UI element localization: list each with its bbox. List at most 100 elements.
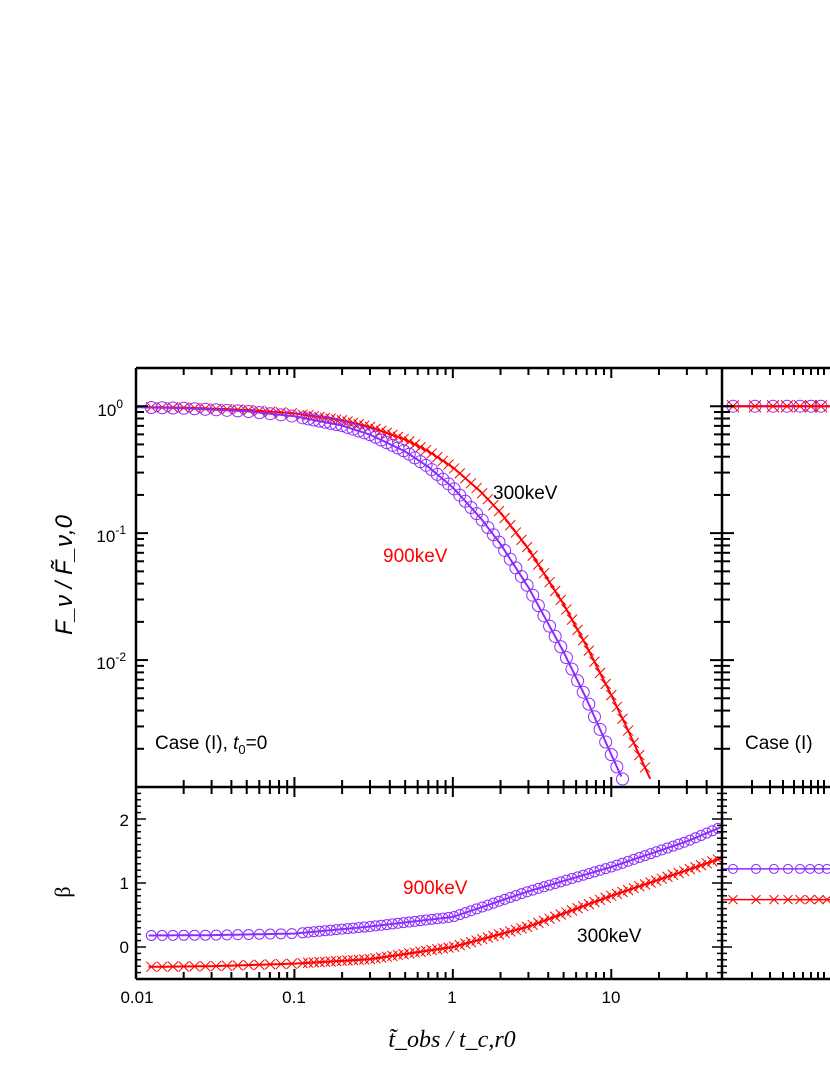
data-point-bottom-1 [645, 877, 656, 888]
data-point-bottom-0 [538, 881, 550, 893]
data-point-top-1 [209, 403, 223, 417]
data-point-top-1 [166, 401, 180, 415]
data-point-bottom-0 [145, 929, 157, 941]
data-point-bottom-1 [656, 873, 668, 885]
data-point-top-0 [639, 762, 651, 773]
data-point-bottom-0 [639, 850, 651, 862]
data-point-bottom-0 [515, 888, 527, 900]
data-point-bottom-0 [386, 918, 398, 930]
data-point-bottom-0 [650, 846, 662, 858]
data-point-bottom-1 [589, 896, 600, 908]
data-point-bottom-0 [560, 874, 572, 886]
data-point-bottom-1 [210, 960, 222, 972]
chart-marks [135, 399, 830, 973]
data-point-bottom-0 [221, 929, 233, 941]
data-point-bottom-1 [611, 888, 623, 900]
data-point-bottom-0 [398, 917, 410, 929]
data-point-top-1 [520, 578, 534, 592]
data-point-bottom-0 [600, 863, 612, 875]
data-point-bottom-1 [254, 959, 265, 971]
series-bottom-0 [145, 822, 724, 941]
data-point-bottom-1 [167, 961, 179, 972]
data-point-bottom-1 [297, 957, 308, 969]
right-bottom-point-1 [795, 894, 805, 905]
data-point-bottom-0 [549, 877, 561, 889]
right-bottom-point-1 [751, 894, 761, 905]
series-bottom-1 [145, 854, 724, 973]
x-axis-label: t̃_obs / t_c,r0 [388, 1027, 515, 1053]
data-point-bottom-0 [297, 927, 309, 939]
data-point-bottom-0 [459, 907, 471, 919]
data-point-top-0 [600, 678, 612, 690]
data-point-bottom-1 [594, 894, 606, 906]
right-bottom-series-0 [722, 863, 830, 874]
right-top-series-1 [722, 399, 830, 413]
data-point-bottom-0 [499, 893, 511, 905]
data-point-bottom-0 [330, 924, 342, 936]
data-point-bottom-0 [633, 851, 645, 863]
y-tick-label-top-0: 100 [97, 397, 123, 420]
data-point-bottom-0 [583, 868, 595, 880]
data-point-bottom-1 [673, 867, 684, 879]
data-point-bottom-0 [156, 929, 168, 941]
data-point-bottom-1 [662, 871, 673, 883]
data-point-bottom-0 [510, 890, 522, 902]
data-point-top-1 [582, 697, 596, 711]
data-point-bottom-1 [342, 955, 353, 966]
data-point-top-0 [628, 737, 640, 749]
x-tick-label-2: 1 [447, 988, 456, 1007]
data-point-top-1 [144, 401, 158, 415]
data-point-bottom-1 [336, 955, 348, 967]
data-point-bottom-1 [521, 921, 533, 933]
data-point-bottom-0 [667, 840, 679, 852]
data-point-bottom-0 [243, 928, 255, 940]
data-point-top-1 [587, 710, 601, 724]
data-point-top-0 [583, 645, 595, 656]
data-point-bottom-0 [253, 928, 265, 940]
data-point-top-1 [616, 772, 630, 786]
data-point-top-0 [605, 689, 617, 701]
data-point-bottom-1 [561, 907, 572, 918]
data-point-bottom-1 [690, 861, 701, 873]
right-bottom-point-0 [822, 863, 830, 874]
series-line-top-0 [135, 405, 652, 780]
data-point-bottom-0 [325, 924, 337, 936]
data-point-top-1 [526, 588, 540, 602]
data-point-bottom-1 [583, 898, 595, 910]
data-point-bottom-0 [232, 929, 244, 941]
data-point-top-0 [527, 550, 539, 561]
data-point-top-0 [426, 448, 438, 459]
data-point-top-1 [198, 402, 212, 416]
right-bottom-point-0 [814, 863, 824, 874]
data-point-bottom-0 [476, 901, 488, 913]
data-point-bottom-0 [605, 861, 617, 873]
data-point-bottom-0 [431, 913, 443, 925]
y-tick-label-bottom-1: 1 [120, 874, 129, 893]
x-tick-label-1: 0.1 [282, 988, 306, 1007]
data-point-top-1 [391, 441, 405, 455]
data-point-bottom-0 [482, 899, 494, 911]
data-point-top-0 [499, 512, 510, 524]
data-point-top-0 [387, 429, 398, 441]
label-300kev-bottom: 300keV [577, 926, 642, 947]
data-point-bottom-0 [341, 923, 353, 935]
data-point-bottom-0 [443, 911, 455, 923]
data-point-bottom-1 [678, 865, 690, 877]
data-point-bottom-0 [673, 838, 685, 850]
data-point-top-1 [177, 401, 191, 415]
data-point-bottom-1 [684, 863, 696, 875]
data-point-bottom-0 [701, 827, 713, 839]
y-tick-label-bottom-0: 0 [120, 938, 129, 957]
data-point-bottom-0 [364, 921, 376, 933]
data-point-bottom-0 [426, 913, 438, 925]
data-point-top-0 [381, 427, 393, 439]
data-point-top-1 [274, 408, 288, 422]
data-point-bottom-0 [347, 922, 359, 934]
data-point-top-1 [604, 748, 618, 762]
right-bottom-point-0 [795, 863, 805, 874]
data-point-bottom-0 [493, 895, 505, 907]
data-point-bottom-1 [353, 954, 365, 966]
data-point-top-0 [577, 634, 589, 646]
data-point-top-0 [611, 701, 623, 713]
data-point-bottom-0 [471, 903, 483, 915]
